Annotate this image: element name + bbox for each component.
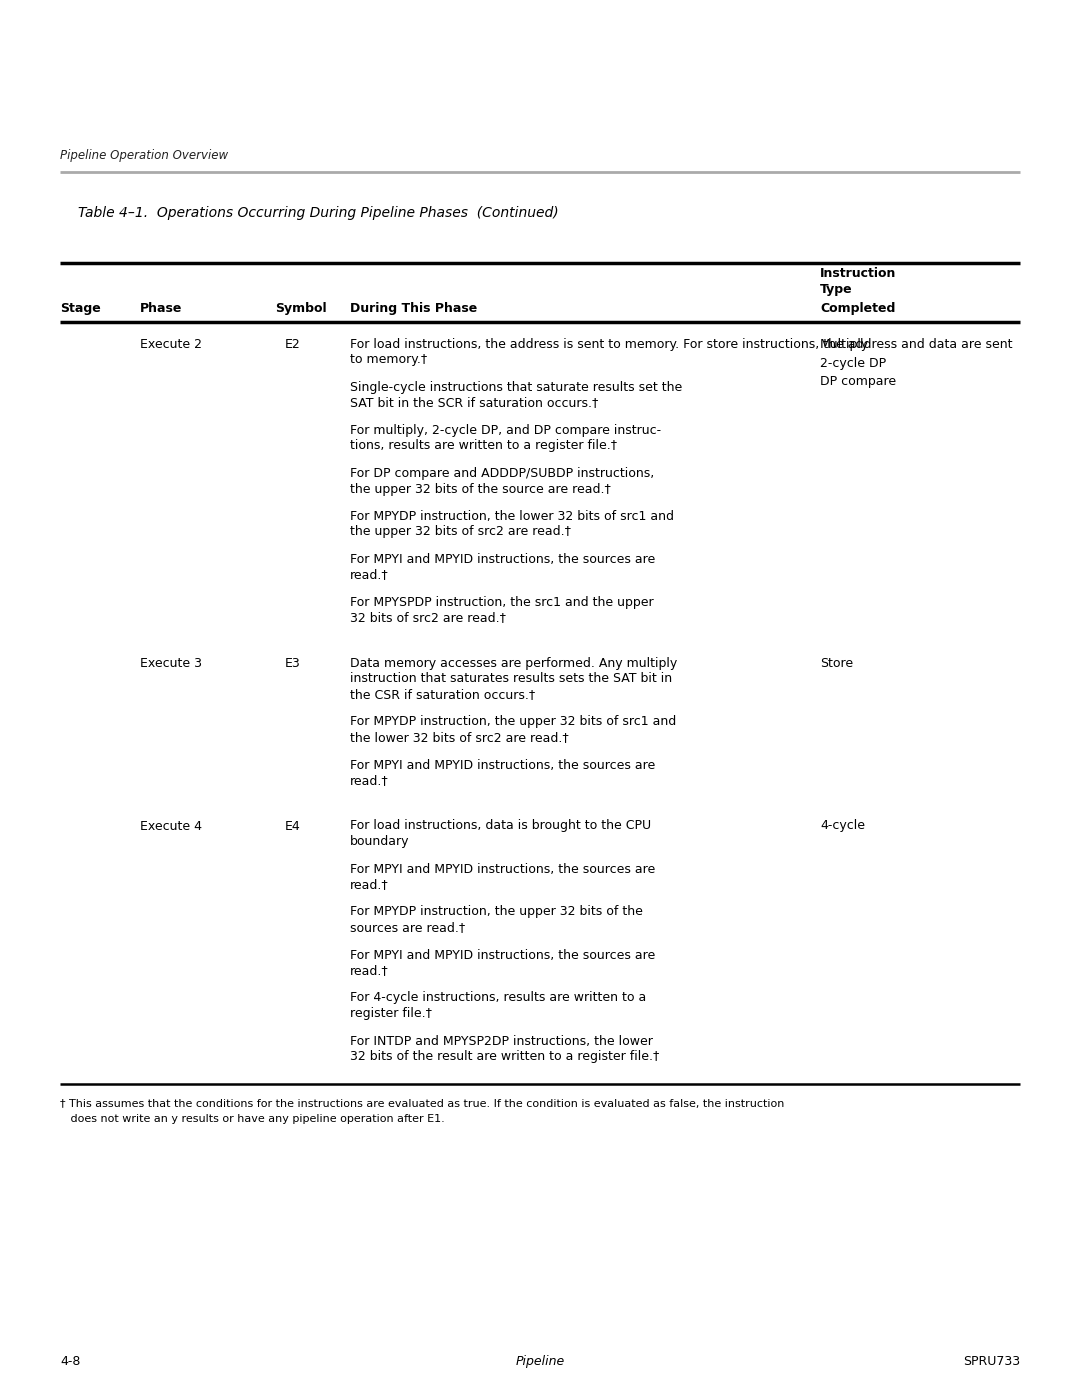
Text: Completed: Completed xyxy=(820,302,895,314)
Text: read.†: read.† xyxy=(350,964,389,977)
Text: For INTDP and MPYSP2DP instructions, the lower: For INTDP and MPYSP2DP instructions, the… xyxy=(350,1035,653,1048)
Text: sources are read.†: sources are read.† xyxy=(350,921,465,935)
Text: Pipeline Operation Overview: Pipeline Operation Overview xyxy=(60,149,228,162)
Text: the upper 32 bits of src2 are read.†: the upper 32 bits of src2 are read.† xyxy=(350,525,571,538)
Text: the lower 32 bits of src2 are read.†: the lower 32 bits of src2 are read.† xyxy=(350,731,569,745)
Text: Instruction: Instruction xyxy=(820,267,896,279)
Text: the upper 32 bits of the source are read.†: the upper 32 bits of the source are read… xyxy=(350,482,611,496)
Text: For MPYDP instruction, the upper 32 bits of the: For MPYDP instruction, the upper 32 bits… xyxy=(350,905,643,918)
Text: boundary: boundary xyxy=(350,835,409,848)
Text: E3: E3 xyxy=(285,657,300,671)
Text: SAT bit in the SCR if saturation occurs.†: SAT bit in the SCR if saturation occurs.… xyxy=(350,397,598,409)
Text: Type: Type xyxy=(820,284,852,296)
Text: read.†: read.† xyxy=(350,877,389,891)
Text: Multiply
2-cycle DP
DP compare: Multiply 2-cycle DP DP compare xyxy=(820,338,896,388)
Text: E2: E2 xyxy=(285,338,300,351)
Text: For MPYSPDP instruction, the src1 and the upper: For MPYSPDP instruction, the src1 and th… xyxy=(350,597,653,609)
Text: does not write an y results or have any pipeline operation after E1.: does not write an y results or have any … xyxy=(60,1113,445,1123)
Text: For DP compare and ADDDP/SUBDP instructions,: For DP compare and ADDDP/SUBDP instructi… xyxy=(350,467,654,481)
Text: Store: Store xyxy=(820,657,853,671)
Text: Single-cycle instructions that saturate results set the: Single-cycle instructions that saturate … xyxy=(350,381,683,394)
Text: For load instructions, the address is sent to memory. For store instructions, th: For load instructions, the address is se… xyxy=(350,338,1013,351)
Text: 32 bits of the result are written to a register file.†: 32 bits of the result are written to a r… xyxy=(350,1051,660,1063)
Text: Execute 4: Execute 4 xyxy=(140,820,202,833)
Text: For load instructions, data is brought to the CPU: For load instructions, data is brought t… xyxy=(350,820,651,833)
Text: Table 4–1.  Operations Occurring During Pipeline Phases  (Continued): Table 4–1. Operations Occurring During P… xyxy=(78,205,558,219)
Text: Pipeline: Pipeline xyxy=(515,1355,565,1368)
Text: During This Phase: During This Phase xyxy=(350,302,477,314)
Text: For MPYI and MPYID instructions, the sources are: For MPYI and MPYID instructions, the sou… xyxy=(350,759,656,771)
Text: † This assumes that the conditions for the instructions are evaluated as true. I: † This assumes that the conditions for t… xyxy=(60,1099,784,1109)
Text: Symbol: Symbol xyxy=(275,302,326,314)
Text: 32 bits of src2 are read.†: 32 bits of src2 are read.† xyxy=(350,612,507,624)
Text: For MPYI and MPYID instructions, the sources are: For MPYI and MPYID instructions, the sou… xyxy=(350,553,656,566)
Text: For MPYDP instruction, the upper 32 bits of src1 and: For MPYDP instruction, the upper 32 bits… xyxy=(350,715,676,728)
Text: For MPYI and MPYID instructions, the sources are: For MPYI and MPYID instructions, the sou… xyxy=(350,949,656,961)
Text: Stage: Stage xyxy=(60,302,100,314)
Text: 4-8: 4-8 xyxy=(60,1355,80,1368)
Text: read.†: read.† xyxy=(350,774,389,787)
Text: For multiply, 2-cycle DP, and DP compare instruc-: For multiply, 2-cycle DP, and DP compare… xyxy=(350,425,661,437)
Text: SPRU733: SPRU733 xyxy=(963,1355,1020,1368)
Text: instruction that saturates results sets the SAT bit in: instruction that saturates results sets … xyxy=(350,672,672,686)
Text: For 4-cycle instructions, results are written to a: For 4-cycle instructions, results are wr… xyxy=(350,992,646,1004)
Text: E4: E4 xyxy=(285,820,300,833)
Text: read.†: read.† xyxy=(350,569,389,581)
Text: tions, results are written to a register file.†: tions, results are written to a register… xyxy=(350,440,617,453)
Text: to memory.†: to memory.† xyxy=(350,353,428,366)
Text: For MPYDP instruction, the lower 32 bits of src1 and: For MPYDP instruction, the lower 32 bits… xyxy=(350,510,674,522)
Text: 4-cycle: 4-cycle xyxy=(820,820,865,833)
Text: Execute 3: Execute 3 xyxy=(140,657,202,671)
Text: For MPYI and MPYID instructions, the sources are: For MPYI and MPYID instructions, the sou… xyxy=(350,862,656,876)
Text: Data memory accesses are performed. Any multiply: Data memory accesses are performed. Any … xyxy=(350,657,677,671)
Text: Execute 2: Execute 2 xyxy=(140,338,202,351)
Text: register file.†: register file.† xyxy=(350,1007,432,1020)
Text: the CSR if saturation occurs.†: the CSR if saturation occurs.† xyxy=(350,687,536,701)
Text: Phase: Phase xyxy=(140,302,183,314)
